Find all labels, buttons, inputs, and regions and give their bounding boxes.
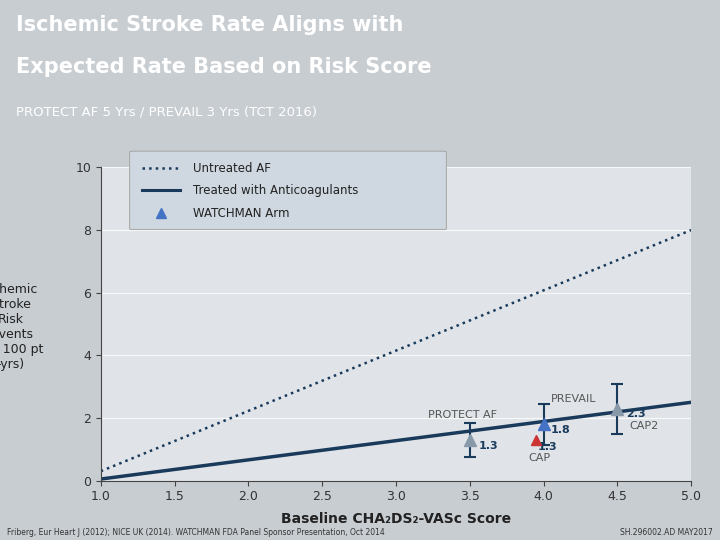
Text: 2.3: 2.3	[626, 409, 646, 419]
Text: 1.3: 1.3	[479, 442, 498, 451]
FancyBboxPatch shape	[130, 151, 446, 230]
Text: Ischemic
Stroke
Risk
(events
per 100 pt
-yrs): Ischemic Stroke Risk (events per 100 pt …	[0, 283, 43, 370]
Text: 1.3: 1.3	[538, 442, 557, 452]
Text: CAP: CAP	[528, 453, 551, 463]
Text: SH.296002.AD MAY2017: SH.296002.AD MAY2017	[620, 528, 713, 537]
Text: Untreated AF: Untreated AF	[193, 162, 271, 175]
Text: Treated with Anticoagulants: Treated with Anticoagulants	[193, 184, 359, 197]
Text: PROTECT AF 5 Yrs / PREVAIL 3 Yrs (TCT 2016): PROTECT AF 5 Yrs / PREVAIL 3 Yrs (TCT 20…	[17, 106, 318, 119]
Text: PREVAIL: PREVAIL	[551, 394, 596, 404]
Text: Ischemic Stroke Rate Aligns with: Ischemic Stroke Rate Aligns with	[17, 15, 404, 35]
Text: Expected Rate Based on Risk Score: Expected Rate Based on Risk Score	[17, 57, 432, 77]
X-axis label: Baseline CHA₂DS₂-VASc Score: Baseline CHA₂DS₂-VASc Score	[281, 512, 511, 525]
Text: Friberg, Eur Heart J (2012); NICE UK (2014). WATCHMAN FDA Panel Sponsor Presenta: Friberg, Eur Heart J (2012); NICE UK (20…	[7, 528, 385, 537]
Text: PROTECT AF: PROTECT AF	[428, 410, 498, 420]
Text: WATCHMAN Arm: WATCHMAN Arm	[193, 207, 289, 220]
Text: 1.8: 1.8	[551, 425, 571, 435]
Text: CAP2: CAP2	[629, 421, 659, 431]
